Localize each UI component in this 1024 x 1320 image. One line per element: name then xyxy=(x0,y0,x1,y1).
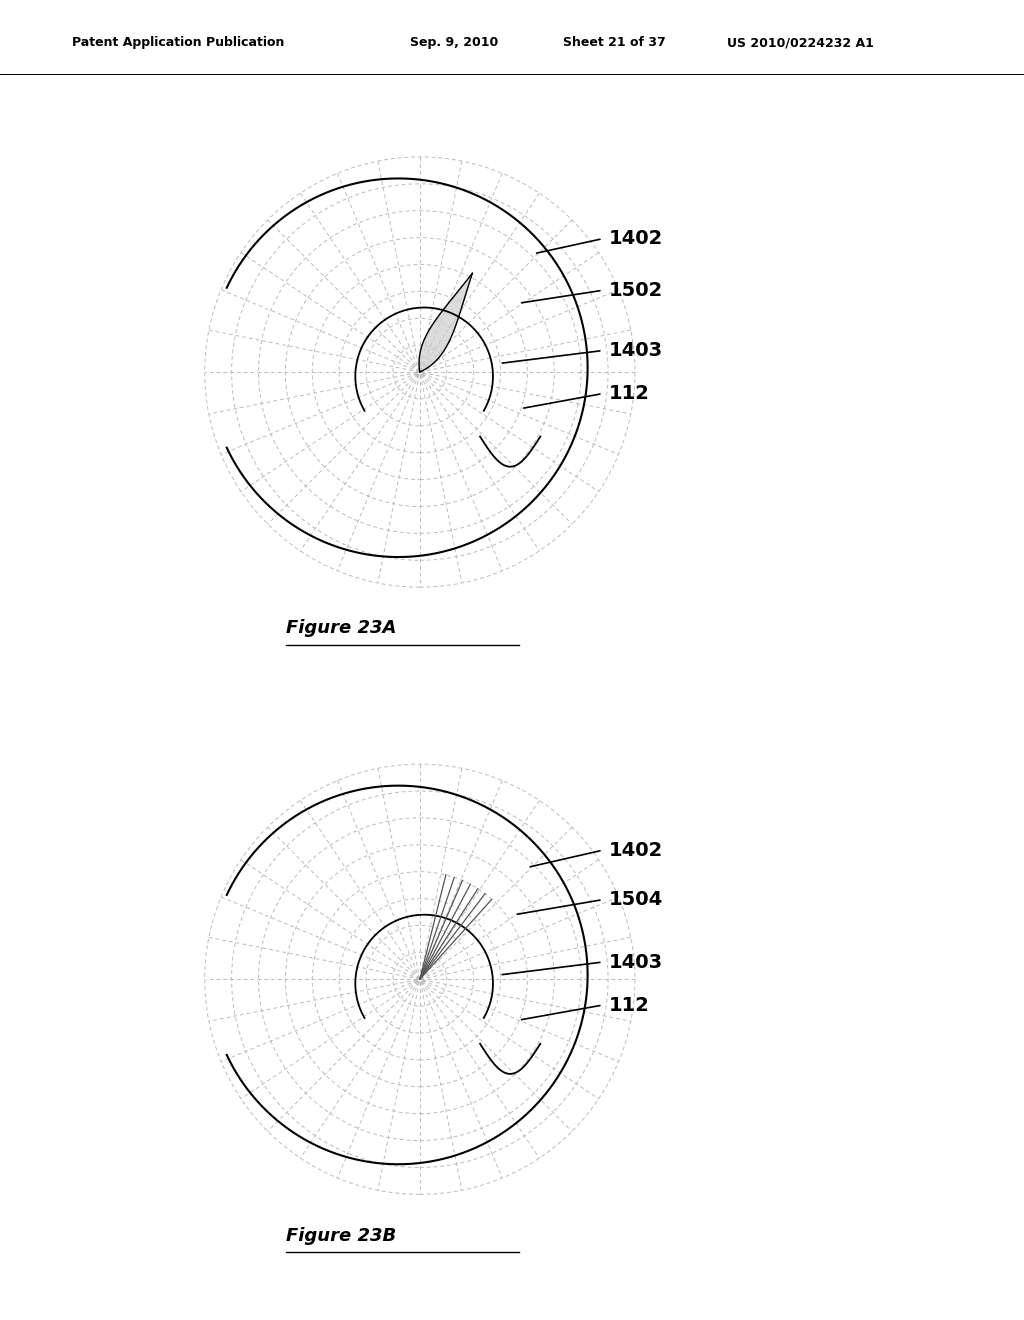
Text: Sheet 21 of 37: Sheet 21 of 37 xyxy=(563,37,666,49)
Text: Sep. 9, 2010: Sep. 9, 2010 xyxy=(410,37,498,49)
Text: 1403: 1403 xyxy=(609,341,664,360)
Text: 1504: 1504 xyxy=(609,890,664,909)
Text: US 2010/0224232 A1: US 2010/0224232 A1 xyxy=(727,37,873,49)
Text: 1402: 1402 xyxy=(609,230,664,248)
Text: 1502: 1502 xyxy=(609,281,664,300)
Text: 112: 112 xyxy=(609,384,650,403)
Text: Figure 23B: Figure 23B xyxy=(287,1226,396,1245)
Text: Figure 23A: Figure 23A xyxy=(287,619,397,638)
Text: 1403: 1403 xyxy=(609,953,664,972)
Text: Patent Application Publication: Patent Application Publication xyxy=(72,37,284,49)
Text: 112: 112 xyxy=(609,995,650,1015)
Text: 1402: 1402 xyxy=(609,841,664,859)
Polygon shape xyxy=(419,273,472,372)
